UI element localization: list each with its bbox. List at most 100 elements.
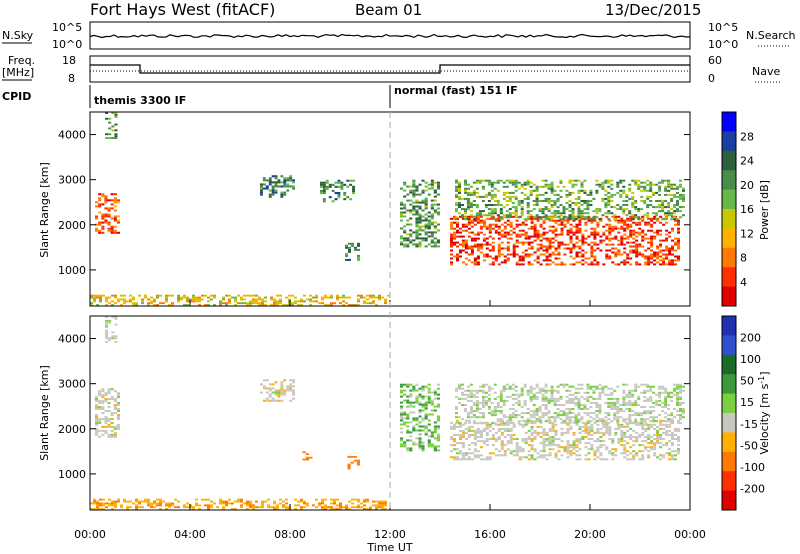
heatmap-cell [473,429,477,432]
heatmap-cell [553,200,557,202]
heatmap-cell [602,440,606,443]
heatmap-cell [476,429,480,432]
heatmap-cell [98,418,102,420]
heatmap-cell [664,391,668,394]
heatmap-cell [623,431,627,434]
heatmap-cell [526,216,530,219]
heatmap-cell [541,404,545,406]
heatmap-cell [511,212,515,215]
heatmap-cell [409,223,413,226]
heatmap-cell [580,181,584,184]
freq-unit: [MHz] [2,66,34,79]
heatmap-cell [586,208,590,211]
heatmap-cell [598,397,602,400]
heatmap-cell [608,239,612,242]
heatmap-cell [345,506,348,509]
heatmap-cell [511,179,515,182]
heatmap-cell [363,300,366,303]
heatmap-cell [524,253,528,256]
heatmap-cell [339,302,342,305]
heatmap-cell [116,201,120,204]
heatmap-cell [550,395,554,398]
heatmap-cell [557,219,561,222]
heatmap-cell [252,508,255,510]
heatmap-cell [493,204,497,206]
heatmap-cell [569,235,573,238]
heatmap-cell [580,408,584,410]
heatmap-cell [547,416,551,419]
heatmap-cell [409,449,413,452]
heatmap-cell [455,204,458,206]
heatmap-cell [467,223,471,226]
heatmap-cell [644,440,648,443]
heatmap-cell [481,214,485,217]
heatmap-cell [421,419,425,422]
heatmap-cell [101,402,105,405]
heatmap-cell [641,235,645,238]
heatmap-cell [488,452,492,455]
heatmap-cell [659,427,663,430]
heatmap-cell [472,422,476,425]
heatmap-cell [596,423,600,426]
heatmap-cell [475,187,479,190]
heatmap-cell [650,448,654,451]
heatmap-cell [625,395,629,398]
heatmap-cell [464,410,467,413]
heatmap-cell [476,231,480,234]
heatmap-cell [542,221,546,224]
heatmap-cell [628,416,632,419]
heatmap-cell [147,500,150,503]
heatmap-cell [322,181,326,184]
heatmap-cell [421,179,425,182]
heatmap-cell [593,227,597,230]
heatmap-cell [643,214,647,217]
heatmap-cell [351,244,354,247]
beam-title: Beam 01 [355,1,422,19]
heatmap-cell [433,427,437,430]
heatmap-cell [628,189,632,192]
heatmap-cell [562,212,566,215]
heatmap-cell [466,200,470,202]
heatmap-cell [617,243,621,246]
heatmap-cell [622,204,626,206]
heatmap-cell [521,241,525,244]
heatmap-cell [456,456,459,459]
heatmap-cell [538,406,542,408]
heatmap-cell [536,233,540,236]
heatmap-cell [348,242,351,245]
heatmap-cell [464,179,467,182]
heatmap-cell [108,337,112,340]
heatmap-cell [114,502,117,505]
heatmap-cell [345,302,348,305]
heatmap-cell [497,429,501,432]
heatmap-cell [599,239,603,242]
velocity-colorbar-title-end: ] [758,371,771,375]
heatmap-cell [554,454,558,457]
heatmap-cell [493,391,497,394]
heatmap-cell [646,212,650,215]
heatmap-cell [116,423,120,426]
heatmap-cell [532,208,536,211]
heatmap-cell [632,237,636,240]
heatmap-cell [640,420,644,423]
heatmap-cell [292,187,295,190]
heatmap-cell [427,389,431,392]
heatmap-cell [472,181,476,184]
heatmap-cell [491,247,495,250]
heatmap-cell [286,179,290,182]
heatmap-cell [198,298,201,301]
heatmap-cell [98,390,102,393]
heatmap-cell [277,179,281,182]
heatmap-cell [634,385,638,388]
heatmap-cell [628,420,632,423]
heatmap-cell [509,429,513,432]
heatmap-cell [496,214,500,217]
heatmap-cell [634,208,638,211]
heatmap-cell [589,189,593,192]
heatmap-cell [186,296,189,299]
heatmap-cell [622,191,626,194]
heatmap-cell [637,412,641,415]
heatmap-cell [98,421,102,424]
heatmap-cell [550,216,554,219]
heatmap-cell [671,434,674,436]
